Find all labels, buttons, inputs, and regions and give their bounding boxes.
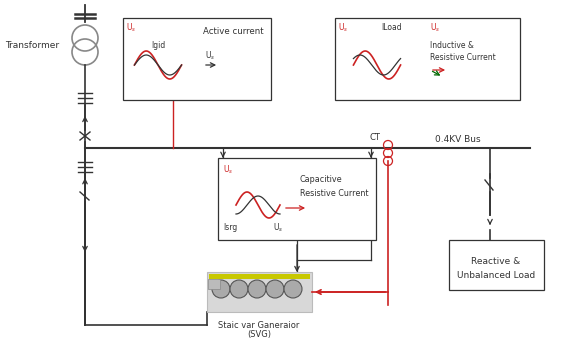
FancyBboxPatch shape [209, 274, 310, 279]
Text: Inductive &: Inductive & [430, 41, 474, 51]
Text: Unbalanced Load: Unbalanced Load [457, 272, 535, 280]
FancyBboxPatch shape [335, 18, 520, 100]
Text: Staic var Ganeraior: Staic var Ganeraior [218, 320, 300, 329]
Text: 0.4KV Bus: 0.4KV Bus [435, 135, 481, 145]
Text: U$_s$: U$_s$ [205, 50, 215, 62]
Text: CT: CT [370, 133, 381, 143]
Text: Resistive Current: Resistive Current [430, 53, 496, 63]
Circle shape [212, 280, 230, 298]
Text: U$_s$: U$_s$ [126, 22, 137, 34]
FancyBboxPatch shape [218, 158, 376, 240]
Text: Isrg: Isrg [223, 224, 237, 233]
Text: Transformer: Transformer [5, 41, 59, 51]
Circle shape [284, 280, 302, 298]
FancyBboxPatch shape [123, 18, 271, 100]
FancyBboxPatch shape [207, 272, 312, 312]
Text: Resistive Current: Resistive Current [300, 188, 369, 197]
Text: U$_s$: U$_s$ [338, 22, 348, 34]
FancyBboxPatch shape [208, 279, 220, 289]
Text: U$_s$: U$_s$ [223, 164, 233, 176]
Circle shape [248, 280, 266, 298]
Text: (SVG): (SVG) [247, 330, 271, 340]
Text: Active current: Active current [203, 27, 264, 37]
Text: Reactive &: Reactive & [472, 258, 520, 266]
Circle shape [230, 280, 248, 298]
Text: U$_s$: U$_s$ [430, 22, 441, 34]
Text: Igid: Igid [151, 41, 165, 51]
FancyBboxPatch shape [449, 240, 544, 290]
Text: Capacitive: Capacitive [300, 175, 343, 184]
Circle shape [266, 280, 284, 298]
Text: U$_s$: U$_s$ [273, 222, 283, 234]
Text: ILoad: ILoad [381, 24, 402, 32]
